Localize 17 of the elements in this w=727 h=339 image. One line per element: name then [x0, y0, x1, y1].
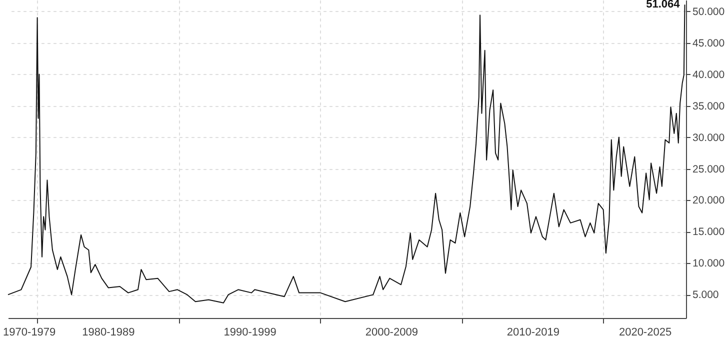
y-tick-label: 20.000: [692, 194, 725, 207]
y-tick-label: 5.000: [692, 289, 719, 302]
y-tick-label: 10.000: [692, 258, 725, 270]
x-tick-label: 1970-1979: [3, 326, 56, 338]
x-tick-label: 2000-2009: [365, 326, 418, 338]
y-tick-label: 45.000: [692, 37, 725, 50]
x-tick-label: 2010-2019: [506, 326, 560, 338]
y-tick-label: 25.000: [692, 163, 725, 176]
y-tick-label: 40.000: [692, 68, 725, 81]
y-tick-label: 50.000: [692, 6, 725, 18]
y-tick-label: 15.000: [692, 226, 725, 238]
y-tick-label: 35.000: [692, 100, 725, 112]
x-tick-label: 1980-1989: [82, 326, 135, 338]
annotation: 51.064: [646, 0, 681, 11]
y-tick-label: 30.000: [692, 132, 725, 144]
x-tick-label: 1990-1999: [224, 326, 276, 338]
x-tick-label: 2020-2025: [618, 326, 672, 338]
